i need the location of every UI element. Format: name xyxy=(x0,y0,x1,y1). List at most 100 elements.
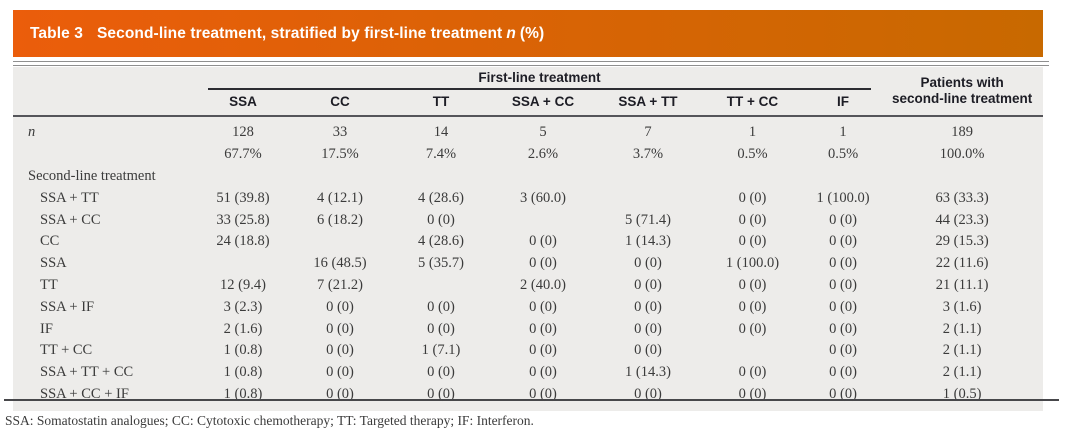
cell: 3.7% xyxy=(632,146,664,163)
cell: 1 (0.8) xyxy=(223,342,263,359)
col-header-tt-cc: TT + CC xyxy=(700,90,805,117)
cell: 0 (0) xyxy=(326,320,354,337)
row-label: Second-line treatment xyxy=(28,167,156,184)
cell: 1 (7.1) xyxy=(421,342,461,359)
cell: 2 (1.1) xyxy=(942,320,982,337)
cell: 0 (0) xyxy=(829,298,857,315)
treatment-table: First-line treatment Patients with secon… xyxy=(13,67,1044,411)
table-row: Second-line treatment xyxy=(13,166,1043,188)
cell: 0 (0) xyxy=(738,320,767,337)
cell: 0 (0) xyxy=(829,364,857,381)
cell: 0.5% xyxy=(827,146,859,163)
cell: 128 xyxy=(232,124,254,141)
cell: 0 (0) xyxy=(829,233,857,250)
cell: 0 (0) xyxy=(829,276,857,293)
cell xyxy=(700,340,805,362)
cell: 1 (100.0) xyxy=(725,255,780,272)
cell: 0 (0) xyxy=(634,298,662,315)
cell: 2 (1.1) xyxy=(942,342,982,359)
cell: 63 (33.3) xyxy=(935,189,989,206)
patients-with-second-line-header: Patients with second-line treatment xyxy=(881,67,1044,117)
table-title-bar: Table 3 Second-line treatment, stratifie… xyxy=(13,10,1043,57)
table-title-n: n xyxy=(506,24,516,42)
cell: 1 (14.3) xyxy=(625,233,671,250)
row-label: IF xyxy=(40,320,53,337)
first-line-treatment-group-header: First-line treatment xyxy=(198,67,881,90)
row-label: SSA xyxy=(40,255,67,272)
row-label: SSA + CC xyxy=(40,211,101,228)
table-row: n 128 33 14 5 7 1 1 189 xyxy=(13,116,1043,144)
cell: 0 (0) xyxy=(738,233,767,250)
row-label: TT xyxy=(40,276,58,293)
table-row: SSA + CC 33 (25.8) 6 (18.2) 0 (0) 5 (71.4… xyxy=(13,209,1043,231)
column-header-row: SSA CC TT SSA + CC SSA + TT TT + CC IF xyxy=(13,90,1043,117)
cell: 0 (0) xyxy=(427,385,455,402)
cell: 1 xyxy=(839,124,847,141)
cell: 33 (25.8) xyxy=(216,211,270,228)
table-row: TT + CC 1 (0.8) 0 (0) 1 (7.1) 0 (0) 0 (0) … xyxy=(13,340,1043,362)
cell: 0 (0) xyxy=(738,385,767,402)
table-row: TT 12 (9.4) 7 (21.2) 2 (40.0) 0 (0) 0 (0) … xyxy=(13,275,1043,297)
cell: 0 (0) xyxy=(529,255,557,272)
cell: 3 (60.0) xyxy=(520,189,566,206)
table-row: IF 2 (1.6) 0 (0) 0 (0) 0 (0) 0 (0) 0 (0) 0 … xyxy=(13,318,1043,340)
table-row: 67.7% 17.5% 7.4% 2.6% 3.7% 0.5% 0.5% 100.0% xyxy=(13,144,1043,166)
cell xyxy=(392,166,490,188)
cell xyxy=(596,166,700,188)
cell: 0 (0) xyxy=(829,385,857,402)
row-label: SSA + IF xyxy=(40,298,95,315)
cell: 1 (0.8) xyxy=(223,385,263,402)
cell: 12 (9.4) xyxy=(220,276,266,293)
cell xyxy=(881,166,1043,188)
cell: 0 (0) xyxy=(829,342,857,359)
cell: 2 (1.6) xyxy=(223,320,263,337)
table-body: n 128 33 14 5 7 1 1 189 67.7% 17.5% 7.4% 2.6% … xyxy=(13,116,1043,411)
cell: 21 (11.1) xyxy=(935,276,989,293)
row-label: TT + CC xyxy=(40,342,93,359)
cell: 1 (0.8) xyxy=(223,364,263,381)
col-header-ssa: SSA xyxy=(198,90,288,117)
cell: 100.0% xyxy=(939,146,985,163)
table-number-label: Table 3 xyxy=(30,24,83,42)
cell: 0 (0) xyxy=(326,342,354,359)
cell: 16 (48.5) xyxy=(313,255,367,272)
cell: 0 (0) xyxy=(529,342,557,359)
footnote-rule xyxy=(4,399,1059,401)
cell: 0 (0) xyxy=(829,211,857,228)
cell: 0 (0) xyxy=(738,364,767,381)
table-row: SSA + CC + IF 1 (0.8) 0 (0) 0 (0) 0 (0) 0 … xyxy=(13,384,1043,412)
cell xyxy=(198,166,288,188)
cell xyxy=(700,166,805,188)
table-row: SSA 16 (48.5) 5 (35.7) 0 (0) 0 (0) 1 (100.… xyxy=(13,253,1043,275)
cell: 4 (28.6) xyxy=(418,189,464,206)
cell: 0 (0) xyxy=(634,385,662,402)
cell: 1 (0.5) xyxy=(942,385,982,402)
cell xyxy=(198,253,288,275)
cell: 1 xyxy=(748,124,757,141)
cell: 0 (0) xyxy=(529,364,557,381)
cell: 0 (0) xyxy=(427,211,455,228)
cell: 0 (0) xyxy=(326,298,354,315)
table-panel: First-line treatment Patients with secon… xyxy=(13,67,1044,412)
cell: 0 (0) xyxy=(326,364,354,381)
cell: 0 (0) xyxy=(427,298,455,315)
cell: 33 xyxy=(332,124,348,141)
cell: 0 (0) xyxy=(529,233,557,250)
cell: 29 (15.3) xyxy=(935,233,989,250)
cell: 0 (0) xyxy=(829,255,857,272)
cell: 5 (71.4) xyxy=(625,211,671,228)
cell: 1 (100.0) xyxy=(816,189,870,206)
cell: 0 (0) xyxy=(738,298,767,315)
cell xyxy=(805,166,881,188)
row-label xyxy=(13,144,198,166)
row-label: n xyxy=(28,124,36,141)
cell: 67.7% xyxy=(224,146,262,163)
cell: 7 xyxy=(644,124,652,141)
cell xyxy=(288,231,392,253)
cell xyxy=(288,166,392,188)
col-header-ssa-cc: SSA + CC xyxy=(490,90,596,117)
cell: 7 (21.2) xyxy=(317,276,363,293)
cell: 0 (0) xyxy=(529,320,557,337)
cell: 0 (0) xyxy=(738,189,767,206)
cell: 2.6% xyxy=(527,146,559,163)
